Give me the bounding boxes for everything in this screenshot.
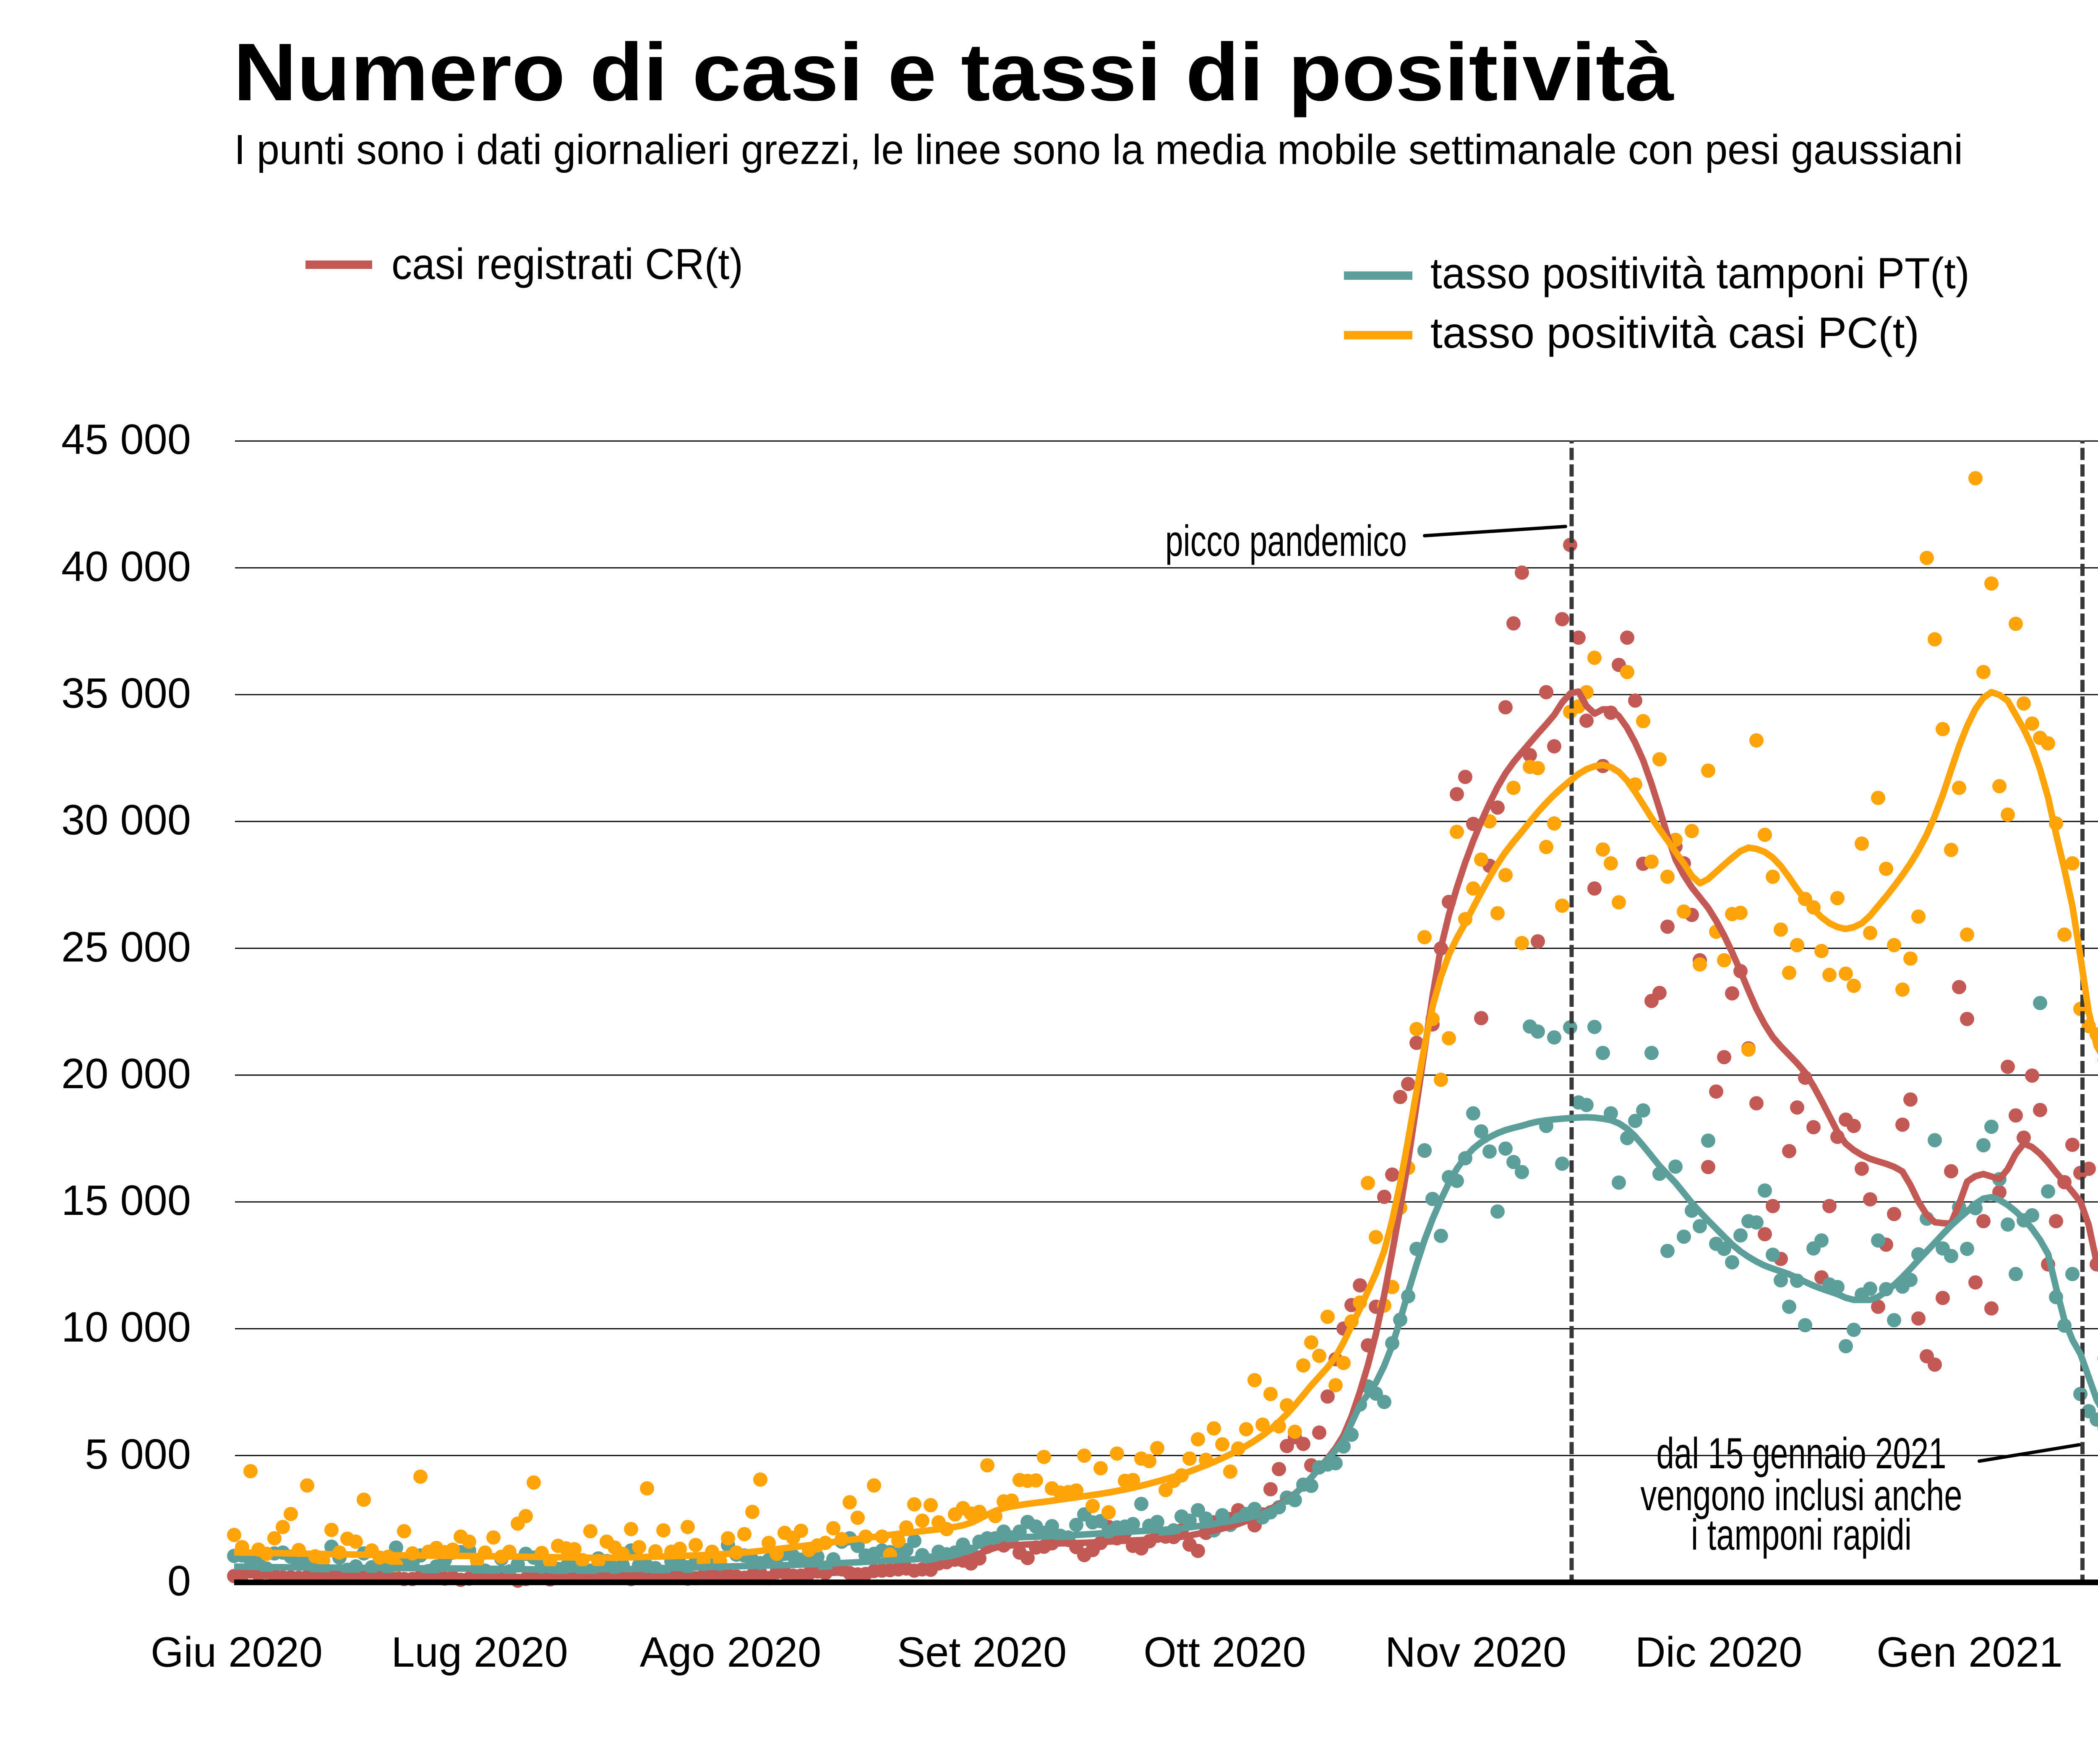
svg-text:dal 15 gennaio 2021: dal 15 gennaio 2021 <box>1657 1429 1947 1478</box>
svg-text:25 000: 25 000 <box>61 924 191 971</box>
svg-text:I punti sono i dati giornalier: I punti sono i dati giornalieri grezzi, … <box>234 126 1963 173</box>
svg-text:20 000: 20 000 <box>61 1050 191 1097</box>
svg-text:casi registrati CR(t): casi registrati CR(t) <box>391 240 743 289</box>
svg-text:30 000: 30 000 <box>61 797 191 844</box>
svg-text:15 000: 15 000 <box>61 1177 191 1224</box>
svg-text:10 000: 10 000 <box>61 1304 191 1351</box>
svg-text:Numero di casi e tassi di posi: Numero di casi e tassi di positività <box>233 26 1674 118</box>
svg-text:Nov 2020: Nov 2020 <box>1385 1629 1566 1676</box>
svg-text:35 000: 35 000 <box>61 670 191 717</box>
svg-text:Ott 2020: Ott 2020 <box>1143 1629 1306 1676</box>
svg-text:tasso positività casi PC(t): tasso positività casi PC(t) <box>1430 309 1919 357</box>
svg-text:i tamponi rapidi: i tamponi rapidi <box>1691 1511 1912 1559</box>
svg-text:Dic 2020: Dic 2020 <box>1635 1629 1803 1676</box>
svg-text:picco pandemico: picco pandemico <box>1165 517 1407 565</box>
svg-text:Gen 2021: Gen 2021 <box>1876 1629 2063 1676</box>
svg-text:Set 2020: Set 2020 <box>897 1629 1067 1676</box>
svg-text:0: 0 <box>167 1558 191 1605</box>
svg-text:Ago 2020: Ago 2020 <box>640 1629 821 1676</box>
svg-text:5 000: 5 000 <box>85 1431 191 1478</box>
svg-text:vengono inclusi anche: vengono inclusi anche <box>1641 1471 1962 1520</box>
svg-text:Giu 2020: Giu 2020 <box>151 1629 323 1676</box>
svg-text:Lug 2020: Lug 2020 <box>391 1629 568 1676</box>
svg-text:tasso positività tamponi PT(t): tasso positività tamponi PT(t) <box>1430 249 1970 298</box>
svg-text:45 000: 45 000 <box>61 416 191 463</box>
svg-text:40 000: 40 000 <box>61 543 191 590</box>
